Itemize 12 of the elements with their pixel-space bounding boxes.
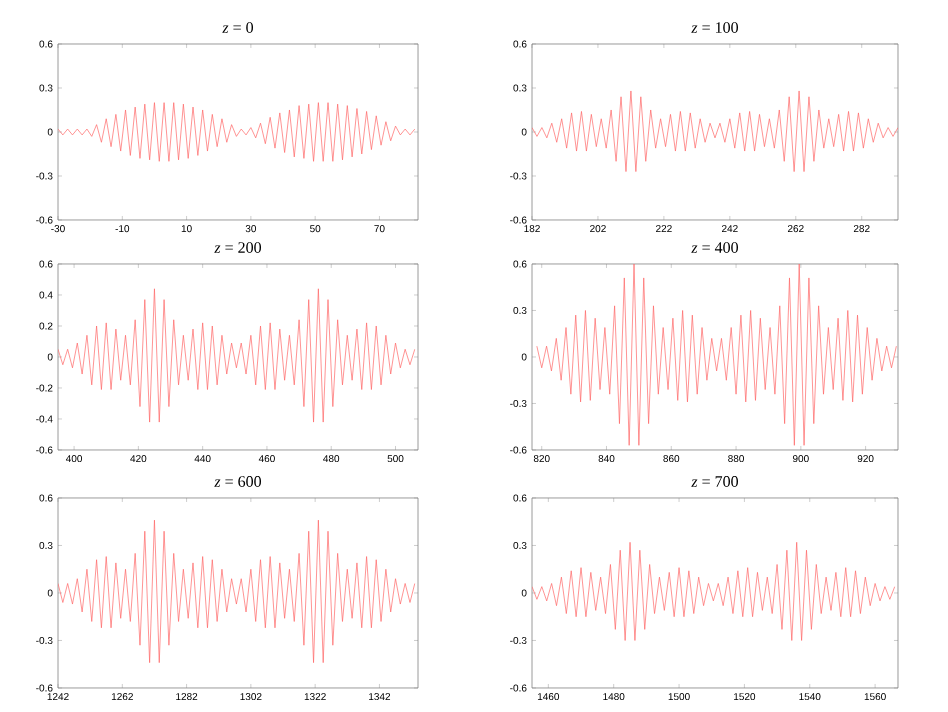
- line-series: [532, 541, 896, 641]
- line-series: [536, 263, 897, 446]
- line-series: [58, 102, 416, 162]
- chart-title: z = 600: [214, 476, 262, 487]
- chart-title: z = 0: [222, 22, 254, 33]
- chart-title: z = 100: [691, 22, 739, 33]
- line-series: [58, 519, 416, 663]
- chart-title: z = 400: [691, 242, 739, 253]
- line-series: [58, 288, 416, 423]
- chart-title: z = 200: [214, 242, 262, 253]
- line-series: [532, 90, 898, 172]
- chart-title: z = 700: [691, 476, 739, 487]
